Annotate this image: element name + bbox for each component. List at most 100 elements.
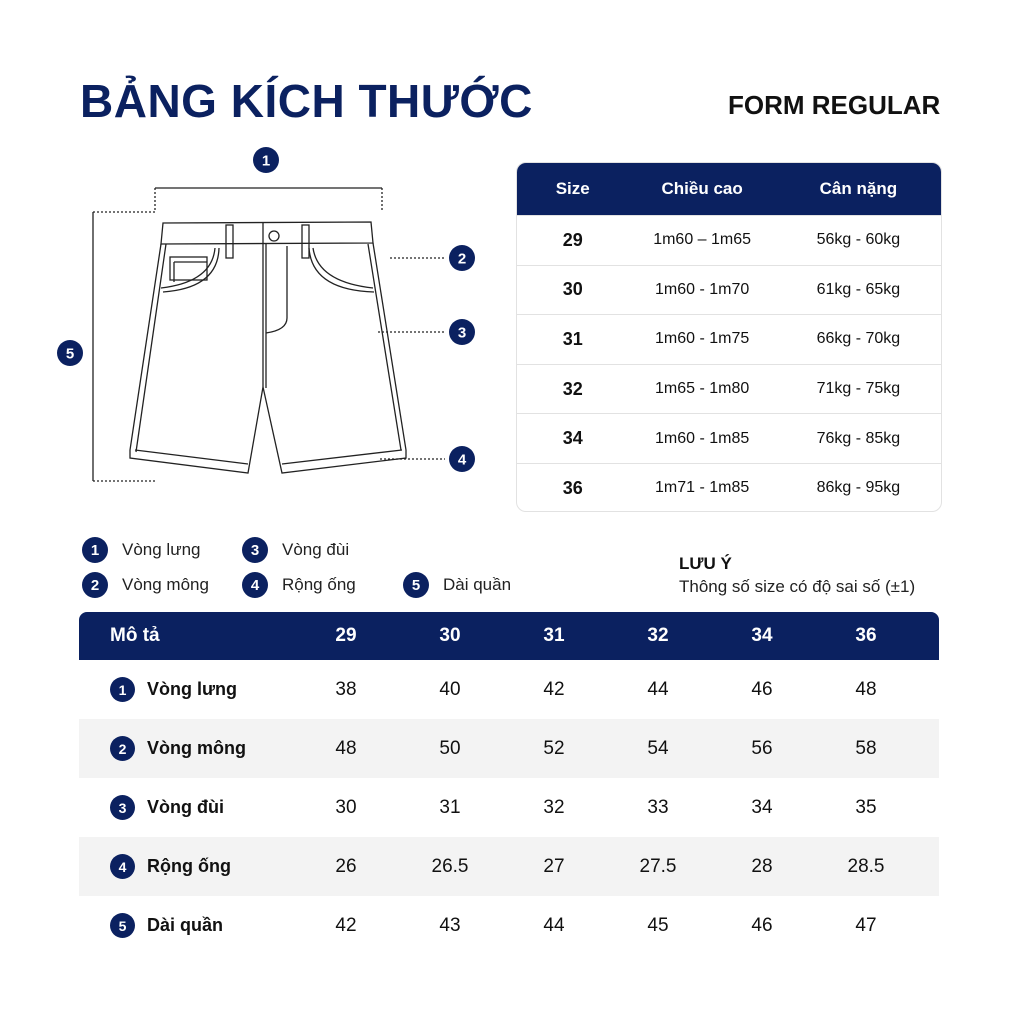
value-cell: 48 bbox=[335, 737, 357, 759]
size-table-row: 32 1m65 - 1m80 71kg - 75kg bbox=[517, 363, 941, 414]
legend-badge: 1 bbox=[82, 537, 108, 563]
value-cell: 27 bbox=[543, 855, 565, 877]
header-size: 36 bbox=[855, 625, 877, 646]
height-cell: 1m65 - 1m80 bbox=[654, 380, 750, 398]
size-cell: 36 bbox=[562, 477, 583, 498]
value-cell: 46 bbox=[751, 914, 773, 936]
height-cell: 1m60 - 1m70 bbox=[654, 280, 750, 298]
value-cell: 33 bbox=[647, 796, 669, 818]
header-size: 32 bbox=[647, 625, 669, 646]
marker-4: 4 bbox=[458, 452, 467, 469]
weight-cell: 56kg - 60kg bbox=[816, 231, 901, 249]
size-cell: 34 bbox=[562, 428, 583, 449]
value-cell: 46 bbox=[751, 678, 773, 700]
shorts-diagram: 1 2 3 4 5 bbox=[57, 147, 475, 482]
marker-2: 2 bbox=[458, 251, 466, 268]
weight-cell: 66kg - 70kg bbox=[816, 330, 901, 348]
value-cell: 47 bbox=[855, 914, 877, 936]
legend-label: Vòng mông bbox=[122, 575, 209, 594]
value-cell: 56 bbox=[751, 737, 773, 759]
legend-item: 3 Vòng đùi bbox=[242, 537, 349, 563]
legend-item: 5 Dài quần bbox=[403, 572, 511, 598]
page-title: BẢNG KÍCH THƯỚC bbox=[80, 75, 533, 127]
value-cell: 40 bbox=[439, 678, 461, 700]
value-cell: 27.5 bbox=[639, 855, 677, 877]
value-cell: 28 bbox=[751, 855, 773, 877]
value-cell: 58 bbox=[855, 737, 877, 759]
height-cell: 1m60 - 1m75 bbox=[654, 330, 750, 348]
value-cell: 45 bbox=[647, 914, 669, 936]
size-cell: 31 bbox=[562, 328, 583, 349]
header-size: Size bbox=[555, 179, 590, 198]
row-badge: 3 bbox=[110, 795, 135, 820]
size-table-row: 30 1m60 - 1m70 61kg - 65kg bbox=[517, 264, 941, 315]
header-height: Chiều cao bbox=[661, 179, 743, 198]
row-badge: 2 bbox=[110, 736, 135, 761]
row-name: Vòng lưng bbox=[147, 679, 238, 699]
header-description: Mô tả bbox=[110, 625, 160, 646]
row-label: 1 Vòng lưng bbox=[79, 677, 294, 702]
measurement-row: 2 Vòng mông 48 50 52 54 56 58 bbox=[79, 719, 939, 778]
legend-badge: 3 bbox=[242, 537, 268, 563]
note-text: Thông số size có độ sai số (±1) bbox=[679, 577, 916, 596]
weight-cell: 86kg - 95kg bbox=[816, 479, 901, 497]
legend-badge: 4 bbox=[242, 572, 268, 598]
marker-1: 1 bbox=[262, 153, 270, 170]
value-cell: 35 bbox=[855, 796, 877, 818]
value-cell: 48 bbox=[855, 678, 877, 700]
row-name: Rộng ống bbox=[147, 856, 231, 876]
height-cell: 1m60 - 1m85 bbox=[654, 429, 750, 447]
row-name: Dài quần bbox=[147, 915, 224, 935]
value-cell: 38 bbox=[335, 678, 357, 700]
measurement-table: Mô tả 29 30 31 32 34 36 1 Vòng lưng 38 40 42 44 46 48… bbox=[79, 612, 939, 955]
row-name: Vòng đùi bbox=[147, 797, 224, 817]
value-cell: 44 bbox=[543, 914, 565, 936]
weight-cell: 71kg - 75kg bbox=[816, 380, 901, 398]
row-badge: 1 bbox=[110, 677, 135, 702]
legend-label: Dài quần bbox=[443, 575, 512, 594]
value-cell: 54 bbox=[647, 737, 669, 759]
value-cell: 26 bbox=[335, 855, 357, 877]
value-cell: 44 bbox=[647, 678, 669, 700]
size-table-row: 36 1m71 - 1m85 86kg - 95kg bbox=[517, 462, 941, 511]
size-table-row: 31 1m60 - 1m75 66kg - 70kg bbox=[517, 314, 941, 364]
header-size: 29 bbox=[335, 625, 357, 646]
value-cell: 42 bbox=[543, 678, 565, 700]
weight-cell: 76kg - 85kg bbox=[816, 429, 901, 447]
value-cell: 34 bbox=[751, 796, 773, 818]
weight-cell: 61kg - 65kg bbox=[816, 280, 901, 298]
legend-item: 4 Rộng ống bbox=[242, 572, 356, 598]
header-size: 34 bbox=[751, 625, 773, 646]
value-cell: 43 bbox=[439, 914, 461, 936]
header-weight: Cân nặng bbox=[819, 179, 898, 198]
value-cell: 28.5 bbox=[847, 855, 885, 877]
legend-label: Rộng ống bbox=[282, 575, 356, 594]
value-cell: 30 bbox=[335, 796, 357, 818]
row-label: 3 Vòng đùi bbox=[79, 795, 294, 820]
row-badge: 5 bbox=[110, 913, 135, 938]
marker-3: 3 bbox=[458, 325, 466, 342]
legend-label: Vòng lưng bbox=[122, 540, 201, 559]
size-cell: 32 bbox=[562, 378, 583, 399]
measurement-row: 3 Vòng đùi 30 31 32 33 34 35 bbox=[79, 778, 939, 837]
height-cell: 1m60 – 1m65 bbox=[653, 231, 752, 249]
note-title: LƯU Ý bbox=[679, 554, 732, 573]
row-name: Vòng mông bbox=[147, 738, 246, 758]
measurement-row: 4 Rộng ống 26 26.5 27 27.5 28 28.5 bbox=[79, 837, 939, 896]
size-cell: 30 bbox=[562, 279, 583, 300]
row-label: 5 Dài quần bbox=[79, 913, 294, 938]
legend-badge: 2 bbox=[82, 572, 108, 598]
form-label: FORM REGULAR bbox=[728, 90, 941, 120]
height-cell: 1m71 - 1m85 bbox=[654, 479, 750, 497]
value-cell: 50 bbox=[439, 737, 461, 759]
value-cell: 42 bbox=[335, 914, 357, 936]
measurement-row: 5 Dài quần 42 43 44 45 46 47 bbox=[79, 896, 939, 955]
measurement-row: 1 Vòng lưng 38 40 42 44 46 48 bbox=[79, 660, 939, 719]
measurement-table-header: Mô tả 29 30 31 32 34 36 bbox=[79, 612, 939, 660]
marker-5: 5 bbox=[66, 346, 74, 363]
row-label: 4 Rộng ống bbox=[79, 854, 294, 879]
size-table: Size Chiều cao Cân nặng 29 1m60 – 1m65 56k… bbox=[516, 162, 942, 512]
value-cell: 52 bbox=[543, 737, 565, 759]
legend-item: 2 Vòng mông bbox=[82, 572, 209, 598]
value-cell: 31 bbox=[439, 796, 461, 818]
